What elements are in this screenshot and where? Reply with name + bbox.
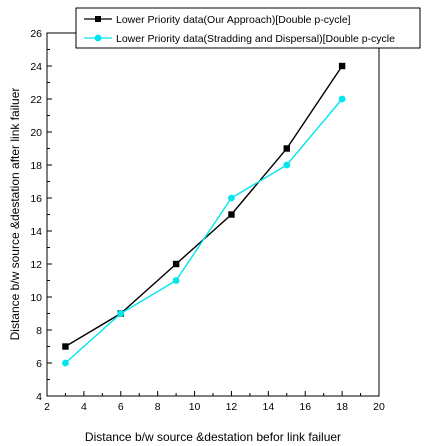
y-axis-ticks: 4 6 8 10 12 14 16 18 20 22 24 26 — [30, 28, 52, 403]
data-point-1 — [228, 194, 235, 202]
legend-entry-0: Lower Priority data(Our Approach)[Double… — [84, 14, 351, 26]
legend-entry-1: Lower Priority data(Stradding and Disper… — [84, 33, 395, 45]
x-axis-title: Distance b/w source &destation befor lin… — [85, 430, 341, 444]
y-tick-label: 26 — [30, 28, 42, 40]
y-tick-label: 4 — [36, 391, 42, 403]
data-point-0 — [228, 211, 235, 218]
data-point-1 — [117, 310, 125, 317]
data-point-1 — [172, 277, 180, 284]
x-tick-label: 4 — [81, 401, 87, 413]
y-tick-label: 20 — [30, 127, 42, 139]
series-line-0 — [65, 65, 343, 348]
x-tick-label: 8 — [155, 401, 161, 413]
data-point-0 — [283, 145, 290, 152]
data-point-0 — [62, 343, 69, 350]
series-layer — [62, 62, 346, 367]
y-tick-label: 22 — [30, 94, 42, 106]
y-tick-label: 8 — [36, 325, 42, 337]
x-tick-label: 12 — [226, 401, 238, 413]
x-tick-label: 20 — [373, 401, 385, 413]
y-axis-title: Distance b/w source &destation after lin… — [8, 88, 22, 341]
y-tick-label: 18 — [30, 160, 42, 172]
series-line-1 — [64, 98, 343, 364]
data-point-1 — [62, 359, 69, 367]
legend-marker-1 — [94, 34, 102, 42]
x-tick-label: 14 — [262, 401, 274, 413]
legend-label-0: Lower Priority data(Our Approach)[Double… — [116, 14, 351, 26]
x-axis-ticks: 2 4 6 8 10 12 14 16 18 20 — [44, 391, 385, 413]
data-point-1 — [338, 95, 346, 103]
x-tick-label: 18 — [336, 401, 348, 413]
x-tick-label: 2 — [44, 401, 50, 413]
y-tick-label: 10 — [30, 292, 42, 304]
data-point-1 — [283, 161, 291, 169]
data-point-0 — [338, 62, 346, 70]
plot-frame — [46, 32, 380, 397]
legend: Lower Priority data(Our Approach)[Double… — [75, 7, 421, 49]
y-tick-label: 6 — [36, 358, 42, 370]
x-tick-label: 6 — [118, 401, 124, 413]
legend-box — [75, 7, 421, 49]
x-tick-label: 10 — [189, 401, 201, 413]
legend-label-1: Lower Priority data(Stradding and Disper… — [116, 33, 395, 45]
y-tick-label: 16 — [30, 193, 42, 205]
data-point-0 — [172, 260, 180, 268]
y-tick-label: 14 — [30, 226, 42, 238]
y-tick-label: 12 — [30, 259, 42, 271]
x-tick-label: 16 — [299, 401, 311, 413]
legend-marker-0 — [95, 16, 101, 22]
y-tick-label: 24 — [30, 61, 42, 73]
